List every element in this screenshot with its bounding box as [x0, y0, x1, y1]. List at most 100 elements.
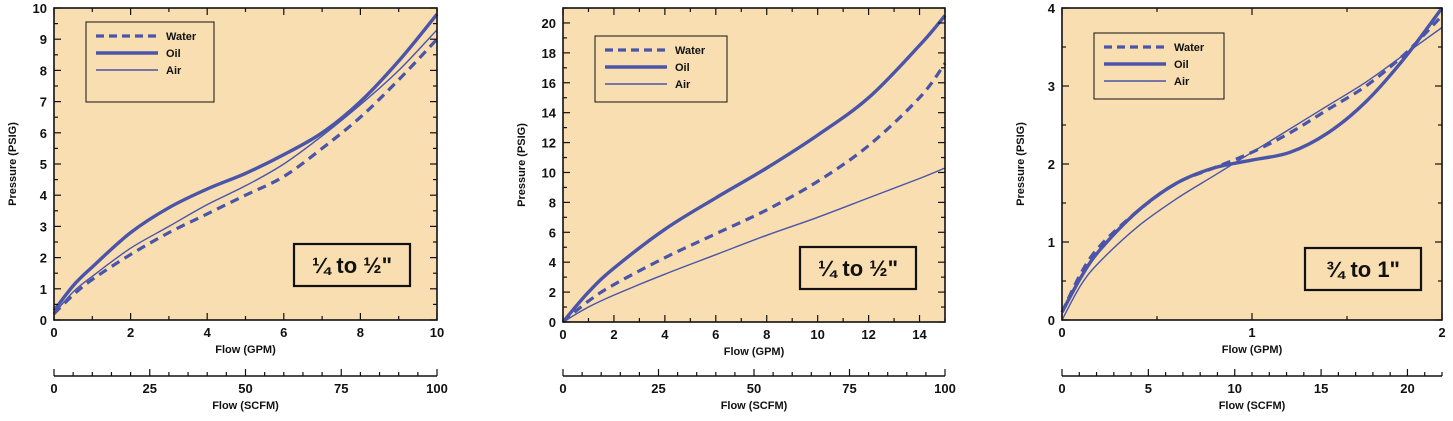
series-line-oil: [561, 14, 947, 324]
y-tick-label: 4: [1048, 1, 1056, 16]
secondary-axis: 0 5 10 15 20 Flow (SCFM): [1058, 369, 1443, 412]
x-axis-title: Flow (GPM): [724, 346, 785, 358]
legend-label-oil: Oil: [166, 48, 181, 60]
secondary-tick-label: 25: [143, 381, 157, 396]
y-tick-label: 3: [40, 219, 47, 234]
plot-area: [563, 8, 945, 322]
y-tick-labels: 0 2 4 6 8 10 12 14 16 18 20: [542, 16, 557, 330]
secondary-tick-labels: 0 5 10 15 20: [1058, 381, 1414, 396]
secondary-tick-label: 10: [1227, 381, 1241, 396]
y-tick-label: 18: [542, 46, 556, 61]
secondary-tick-label: 15: [1314, 381, 1328, 396]
y-tick-label: 3: [1048, 79, 1055, 94]
y-tick-label: 16: [542, 76, 556, 91]
legend-box: [85, 21, 215, 103]
x-tick-label: 10: [810, 327, 824, 342]
secondary-axis: 0 25 50 75 100 Flow (SCFM): [559, 369, 956, 412]
legend-label-water: Water: [675, 45, 706, 57]
series-line-air: [562, 167, 946, 323]
secondary-tick-labels: 0 25 50 75 100: [50, 381, 447, 396]
secondary-axis-ticks: [1061, 369, 1443, 377]
size-label-frame: [292, 242, 412, 288]
legend-box: [594, 35, 728, 103]
secondary-tick-label: 100: [934, 381, 956, 396]
size-label-box: ¼ to ½": [798, 245, 918, 291]
y-tick-label: 0: [1048, 313, 1055, 328]
size-label-box: ¼ to ½": [292, 242, 412, 288]
secondary-tick-label: 25: [651, 381, 665, 396]
legend-label-air: Air: [166, 65, 182, 77]
y-axis-title: Pressure (PSIG): [1015, 122, 1027, 206]
y-tick-label: 1: [1048, 235, 1055, 250]
y-tick-label: 2: [549, 285, 556, 300]
size-label-frame: [1303, 246, 1423, 292]
secondary-tick-label: 0: [50, 381, 57, 396]
x-tick-label: 0: [1058, 325, 1065, 340]
x-tick-label: 8: [357, 325, 364, 340]
y-tick-label: 2: [40, 251, 47, 266]
secondary-tick-label: 100: [426, 381, 448, 396]
size-label: ¾ to 1": [1326, 257, 1400, 282]
secondary-axis-ticks: [53, 369, 438, 377]
x-tick-label: 0: [559, 327, 566, 342]
y-tick-label: 4: [549, 255, 557, 270]
series-line-water: [561, 62, 947, 324]
axis-ticks: [1061, 7, 1443, 321]
secondary-tick-label: 50: [238, 381, 252, 396]
y-tick-labels: 0 1 2 3 4: [1048, 1, 1056, 328]
x-tick-label: 2: [1438, 325, 1445, 340]
y-tick-label: 12: [542, 136, 556, 151]
x-axis-title: Flow (GPM): [1222, 344, 1283, 356]
legend-label-oil: Oil: [675, 62, 690, 74]
y-tick-label: 8: [549, 195, 556, 210]
legend-label-oil: Oil: [1174, 59, 1189, 71]
plot-area: [54, 8, 437, 320]
secondary-tick-label: 50: [747, 381, 761, 396]
legend: Water Oil Air: [594, 35, 728, 103]
y-tick-label: 14: [542, 106, 557, 121]
x-tick-label: 6: [712, 327, 719, 342]
y-tick-labels: 0 1 2 3 4 5 6 7 8 9 10: [33, 1, 48, 328]
legend-label-air: Air: [675, 79, 691, 91]
y-tick-label: 4: [40, 188, 48, 203]
size-label-box: ¾ to 1": [1303, 246, 1423, 292]
y-tick-label: 9: [40, 32, 47, 47]
secondary-tick-label: 75: [334, 381, 348, 396]
legend-box: [1093, 32, 1225, 100]
chart-panel-1: 0 2 4 6 8 10 0 1 2 3 4 5 6 7 8 9 10 Flow (GPM) Pressure…: [7, 1, 448, 412]
y-tick-label: 5: [40, 157, 47, 172]
chart-panel-3: 0 1 2 0 1 2 3 4 Flow (GPM) Pressure (PSIG) Wat…: [1015, 1, 1446, 412]
secondary-tick-label: 0: [559, 381, 566, 396]
x-tick-label: 4: [204, 325, 212, 340]
secondary-tick-labels: 0 25 50 75 100: [559, 381, 955, 396]
legend: Water Oil Air: [85, 21, 215, 103]
secondary-tick-label: 20: [1400, 381, 1414, 396]
y-tick-label: 10: [33, 1, 47, 16]
axis-ticks: [562, 7, 946, 323]
x-tick-label: 8: [763, 327, 770, 342]
series-line-air: [1061, 26, 1443, 321]
x-axis-title: Flow (GPM): [215, 344, 276, 356]
series-line-water: [52, 38, 439, 315]
y-tick-label: 2: [1048, 157, 1055, 172]
x-tick-label: 12: [861, 327, 875, 342]
secondary-tick-label: 5: [1145, 381, 1152, 396]
x-tick-label: 2: [610, 327, 617, 342]
secondary-axis-title: Flow (SCFM): [1219, 400, 1286, 412]
x-tick-labels: 0 2 4 6 8 10: [50, 325, 444, 340]
secondary-axis-title: Flow (SCFM): [721, 400, 788, 412]
x-tick-label: 2: [127, 325, 134, 340]
legend-label-water: Water: [166, 31, 197, 43]
x-tick-label: 10: [430, 325, 444, 340]
series-line-oil: [52, 13, 439, 312]
chart-panel-2: 0 2 4 6 8 10 12 14 0 2 4 6 8 10 12 14 16 18 20 Flow (GPM)…: [516, 7, 956, 412]
x-tick-label: 1: [1248, 325, 1255, 340]
x-tick-labels: 0 2 4 6 8 10 12 14: [559, 327, 927, 342]
series-line-air: [53, 29, 438, 315]
y-tick-label: 6: [40, 126, 47, 141]
plot-frame: [562, 7, 946, 323]
secondary-tick-label: 75: [842, 381, 856, 396]
x-tick-labels: 0 1 2: [1058, 325, 1445, 340]
